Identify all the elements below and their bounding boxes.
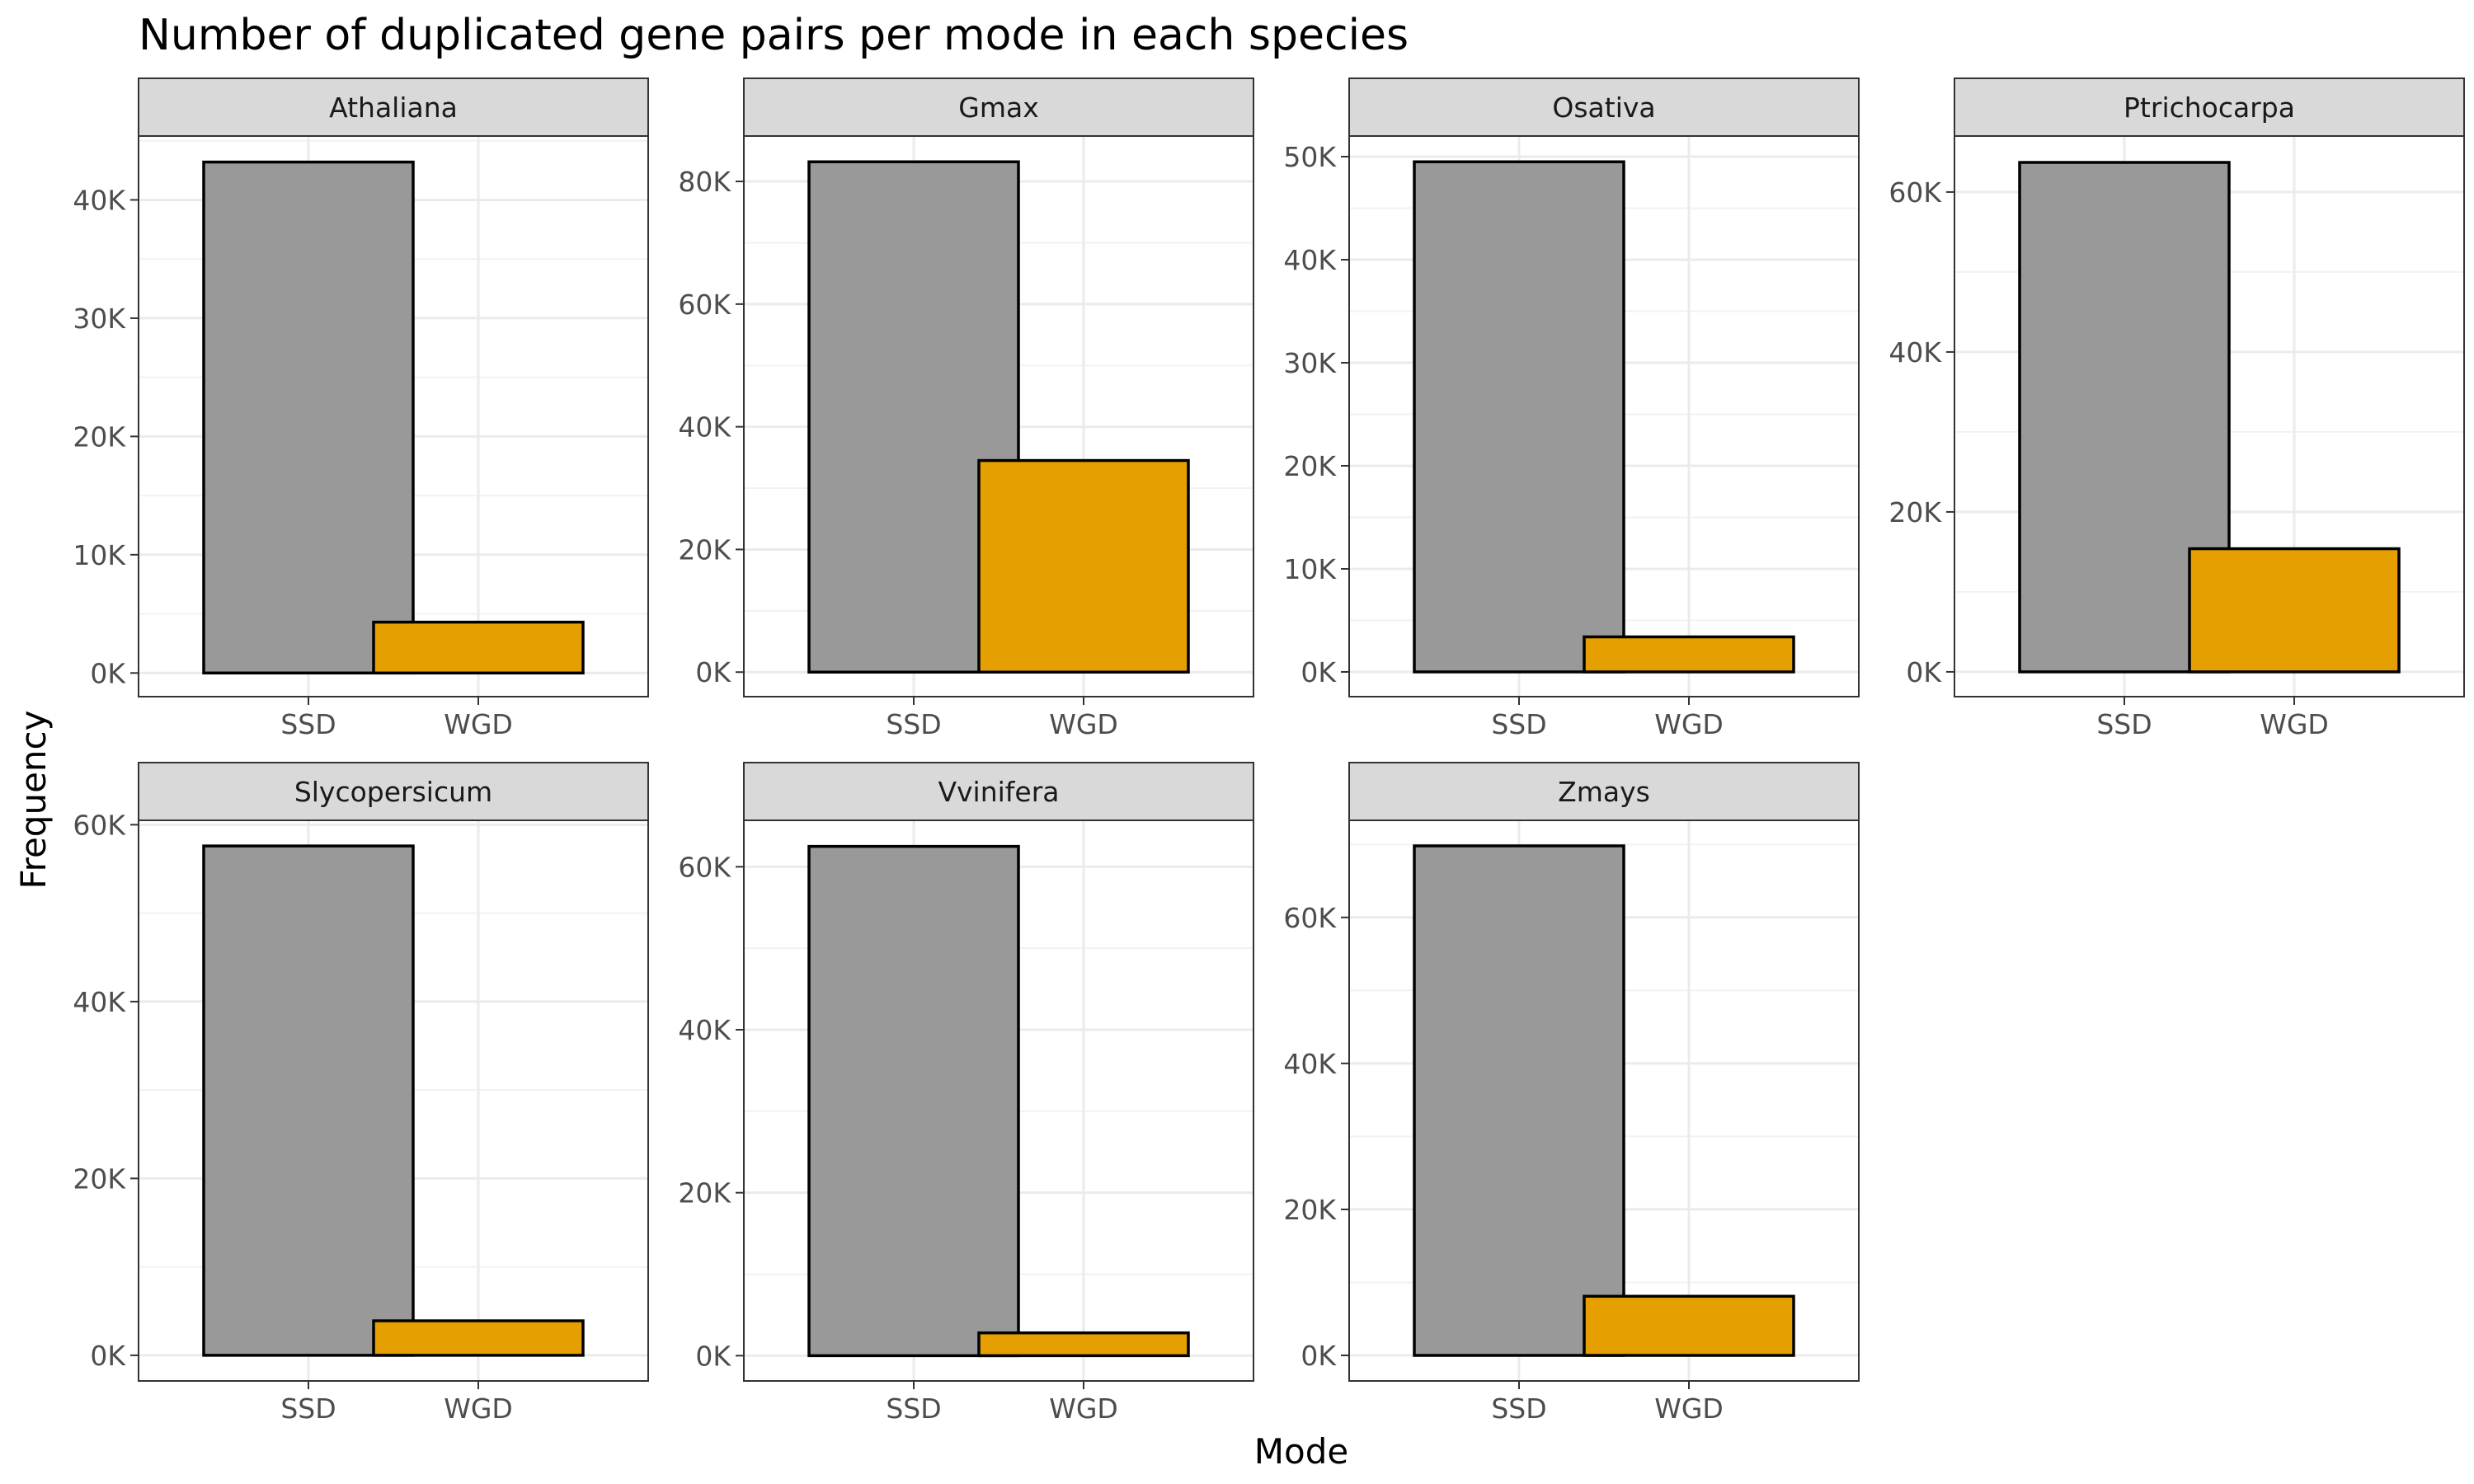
panel-border — [1348, 819, 1860, 1382]
facet-osativa: Osativa 0K 10K 20K 30K 40K 50K SSD WGD — [1283, 77, 1860, 740]
bar-zmays-ssd — [1413, 844, 1625, 1357]
y-tick-label: 0K — [695, 1340, 731, 1372]
y-tick-label: 20K — [678, 533, 731, 566]
facet-strip-label: Gmax — [958, 92, 1038, 124]
y-tick-label: 0K — [1906, 656, 1942, 688]
y-tick-label: 40K — [73, 986, 126, 1018]
y-axis-title: Frequency — [13, 711, 54, 890]
bar-ptrichocarpa-wgd — [2188, 547, 2401, 674]
y-tick-label: 30K — [1283, 347, 1337, 379]
y-tick-label: 60K — [1283, 902, 1337, 934]
panel-border — [743, 819, 1254, 1382]
x-tick-label: WGD — [1049, 1392, 1118, 1425]
y-tick-label: 60K — [678, 851, 731, 883]
y-tick-label: 40K — [678, 1014, 731, 1046]
x-tick-label: SSD — [1491, 1392, 1546, 1425]
facet-strip-label: Ptrichocarpa — [2124, 92, 2295, 124]
y-tick-label: 40K — [1888, 336, 1942, 369]
facet-strip — [743, 77, 1254, 137]
facet-strip-label: Athaliana — [329, 92, 458, 124]
y-tick-label: 0K — [90, 1340, 126, 1372]
y-tick-label: 20K — [73, 1162, 126, 1195]
y-tick-label: 60K — [678, 289, 731, 321]
panel-border — [1954, 135, 2465, 697]
y-tick-label: 80K — [678, 166, 731, 198]
y-tick-label: 20K — [1888, 496, 1942, 528]
facet-panels: Athaliana 0K 10K 20K 30K 40K SSD WGD Gmax 0K 20K 40… — [73, 77, 2465, 1425]
chart-title: Number of duplicated gene pairs per mode… — [139, 11, 1409, 60]
y-tick-label: 40K — [1283, 244, 1337, 276]
x-tick-label: SSD — [280, 1392, 336, 1425]
panel-border — [1348, 135, 1860, 697]
x-tick-label: SSD — [886, 1392, 941, 1425]
y-tick-label: 20K — [73, 420, 126, 453]
y-tick-label: 40K — [73, 184, 126, 216]
x-tick-label: SSD — [2096, 708, 2152, 740]
facet-strip-label: Slycopersicum — [294, 776, 492, 808]
y-tick-label: 0K — [695, 656, 731, 688]
facet-athaliana: Athaliana 0K 10K 20K 30K 40K SSD WGD — [73, 77, 649, 740]
y-tick-label: 60K — [1888, 176, 1942, 209]
facet-strip — [138, 77, 649, 137]
x-tick-label: WGD — [1654, 708, 1724, 740]
bar-slycopersicum-wgd — [372, 1319, 585, 1357]
facet-strip — [138, 762, 649, 821]
y-tick-label: 10K — [1283, 553, 1337, 585]
facet-strip — [1348, 77, 1860, 137]
x-tick-label: WGD — [1049, 708, 1118, 740]
x-tick-label: WGD — [444, 1392, 513, 1425]
panel-border — [138, 135, 649, 697]
x-tick-label: WGD — [2260, 708, 2329, 740]
x-axis-title: Mode — [1254, 1431, 1348, 1472]
bar-osativa-ssd — [1413, 160, 1625, 674]
y-tick-label: 30K — [73, 303, 126, 335]
facet-strip-label: Zmays — [1558, 776, 1650, 808]
y-tick-label: 40K — [1283, 1048, 1337, 1080]
facet-strip — [1348, 762, 1860, 821]
y-tick-label: 0K — [90, 657, 126, 689]
y-tick-label: 20K — [678, 1177, 731, 1209]
bar-osativa-wgd — [1583, 635, 1795, 674]
facet-vvinifera: Vvinifera 0K 20K 40K 60K SSD WGD — [678, 762, 1254, 1425]
panel-border — [743, 135, 1254, 697]
facet-slycopersicum: Slycopersicum 0K 20K 40K 60K SSD WGD — [73, 762, 649, 1425]
facet-strip — [1954, 77, 2465, 137]
facet-zmays: Zmays 0K 20K 40K 60K SSD WGD — [1283, 762, 1860, 1425]
bar-slycopersicum-ssd — [202, 844, 415, 1357]
y-tick-label: 50K — [1283, 141, 1337, 173]
bar-vvinifera-wgd — [977, 1331, 1190, 1358]
facet-strip — [743, 762, 1254, 821]
x-tick-label: WGD — [1654, 1392, 1724, 1425]
y-tick-label: 40K — [678, 411, 731, 444]
bar-zmays-wgd — [1583, 1294, 1795, 1357]
facet-strip-label: Vvinifera — [938, 776, 1059, 808]
bar-athaliana-wgd — [372, 620, 585, 675]
facet-strip-label: Osativa — [1552, 92, 1655, 124]
y-tick-label: 0K — [1300, 1340, 1337, 1372]
y-tick-label: 20K — [1283, 450, 1337, 482]
x-tick-label: SSD — [280, 708, 336, 740]
y-tick-label: 20K — [1283, 1194, 1337, 1226]
x-tick-label: SSD — [886, 708, 941, 740]
facet-gmax: Gmax 0K 20K 40K 60K 80K SSD WGD — [678, 77, 1254, 740]
y-tick-label: 60K — [73, 809, 126, 841]
bar-vvinifera-ssd — [807, 844, 1020, 1358]
y-tick-label: 0K — [1300, 656, 1337, 688]
x-tick-label: WGD — [444, 708, 513, 740]
bar-athaliana-ssd — [202, 160, 415, 675]
facet-ptrichocarpa: Ptrichocarpa 0K 20K 40K 60K SSD WGD — [1888, 77, 2465, 740]
bar-gmax-wgd — [977, 458, 1190, 674]
y-tick-label: 10K — [73, 539, 126, 571]
panel-border — [138, 819, 649, 1382]
x-tick-label: SSD — [1491, 708, 1546, 740]
